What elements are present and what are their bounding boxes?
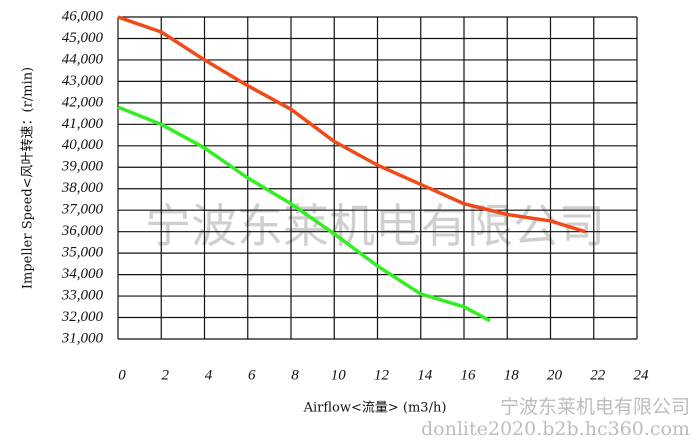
x-tick-label: 14 <box>417 367 433 383</box>
y-tick-label: 39,000 <box>61 159 104 175</box>
y-tick-label: 33,000 <box>61 288 104 304</box>
watermark: donlite2020.b2b.hc360.com <box>421 418 690 440</box>
y-tick-label: 41,000 <box>62 116 104 132</box>
x-tick-label: 4 <box>205 367 213 383</box>
y-tick-label: 31,000 <box>61 330 104 346</box>
x-tick-label: 24 <box>634 367 650 383</box>
y-tick-label: 36,000 <box>61 223 104 239</box>
x-axis-label: Airflow<流量> (m3/h) <box>303 401 447 416</box>
series-line <box>117 105 491 323</box>
x-tick-label: 22 <box>590 367 606 383</box>
y-tick-label: 42,000 <box>62 94 104 110</box>
x-tick-label: 2 <box>162 367 170 383</box>
y-tick-label: 32,000 <box>61 309 104 325</box>
y-axis-label: Impeller Speed<风叶转速：(r/min) <box>21 67 36 289</box>
x-tick-label: 8 <box>291 367 299 383</box>
x-tick-label: 0 <box>118 367 126 383</box>
x-tick-label: 16 <box>461 367 477 383</box>
x-tick-label: 12 <box>374 367 390 383</box>
watermark: 宁波东莱机电有限公司 <box>500 396 690 418</box>
x-tick-label: 20 <box>547 367 563 383</box>
x-tick-label: 18 <box>504 367 520 383</box>
y-tick-label: 34,000 <box>61 266 104 282</box>
x-tick-label: 10 <box>331 367 347 383</box>
y-tick-label: 35,000 <box>61 245 104 261</box>
y-tick-label: 40,000 <box>62 137 104 153</box>
x-tick-label: 6 <box>248 367 256 383</box>
y-tick-label: 44,000 <box>62 51 104 67</box>
y-tick-label: 46,000 <box>62 8 104 24</box>
y-tick-label: 43,000 <box>62 73 104 89</box>
y-tick-label: 38,000 <box>61 180 104 196</box>
y-tick-label: 37,000 <box>61 202 104 218</box>
watermark: 宁波东莱机电有限公司 <box>145 199 605 253</box>
series-line <box>117 15 586 234</box>
y-tick-label: 45,000 <box>62 30 104 46</box>
